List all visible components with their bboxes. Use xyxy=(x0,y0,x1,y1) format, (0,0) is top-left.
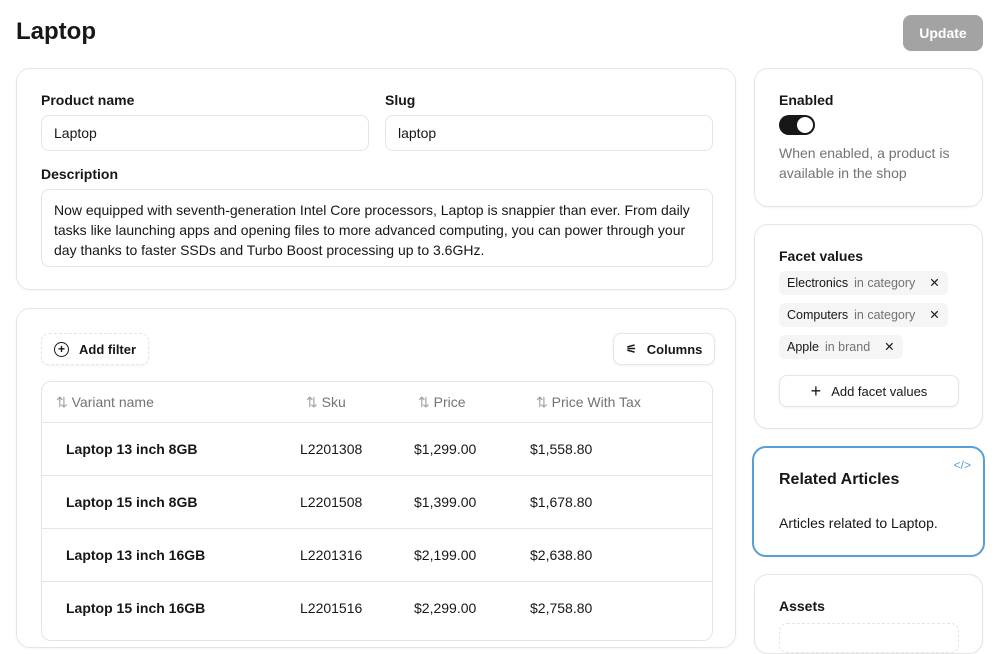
variant-sku: L2201316 xyxy=(300,547,363,563)
enabled-card: Enabled When enabled, a product is avail… xyxy=(754,68,983,207)
slug-label: Slug xyxy=(385,92,416,108)
remove-icon[interactable]: ✕ xyxy=(884,340,895,354)
variant-price-with-tax: $2,758.80 xyxy=(530,600,593,616)
facet-values-title: Facet values xyxy=(779,248,864,264)
update-button[interactable]: Update xyxy=(903,15,983,51)
variant-price-with-tax: $2,638.80 xyxy=(530,547,593,563)
column-header-sku[interactable]: ⇅ Sku xyxy=(306,382,346,422)
variant-sku: L2201508 xyxy=(300,494,363,510)
related-articles-title: Related Articles xyxy=(779,471,900,488)
header-label: Variant name xyxy=(71,394,154,410)
facet-chip: Apple in brand ✕ xyxy=(779,335,903,359)
description-textarea[interactable]: Now equipped with seventh-generation Int… xyxy=(41,189,713,267)
remove-icon[interactable]: ✕ xyxy=(929,276,940,290)
facet-values-card: Facet values Electronics in category ✕ Com… xyxy=(754,224,983,429)
table-row[interactable]: Laptop 15 inch 16GB L2201516 $2,299.00 $… xyxy=(42,581,712,634)
column-header-price[interactable]: ⇅ Price xyxy=(418,382,466,422)
variant-name[interactable]: Laptop 15 inch 8GB xyxy=(66,494,198,510)
header-label: Sku xyxy=(321,394,346,410)
product-name-label: Product name xyxy=(41,92,135,108)
variant-price-with-tax: $1,558.80 xyxy=(530,441,593,457)
page-title: Laptop xyxy=(16,18,96,45)
related-articles-card: </> Related Articles Articles related to… xyxy=(752,446,985,557)
header-label: Price xyxy=(433,394,466,410)
plus-circle-icon: + xyxy=(54,341,69,357)
add-facet-values-label: Add facet values xyxy=(831,383,928,399)
sort-icon: ⇅ xyxy=(536,394,552,410)
facet-group: in category xyxy=(854,308,916,322)
add-filter-button[interactable]: + Add filter xyxy=(41,333,150,365)
plus-icon: + xyxy=(810,380,822,401)
facet-name: Electronics xyxy=(787,276,849,290)
facet-chip: Electronics in category ✕ xyxy=(779,271,948,295)
column-header-variant-name[interactable]: ⇅ Variant name xyxy=(56,382,154,422)
variant-price: $1,399.00 xyxy=(414,494,477,510)
facet-name: Computers xyxy=(787,308,849,322)
table-row[interactable]: Laptop 13 inch 8GB L2201308 $1,299.00 $1… xyxy=(42,422,712,475)
variant-price: $1,299.00 xyxy=(414,441,477,457)
related-articles-text: Articles related to Laptop. xyxy=(779,515,938,531)
variants-card: + Add filter ⚟ Columns ⇅ Variant name ⇅ … xyxy=(16,308,736,648)
sort-icon: ⇅ xyxy=(306,394,322,410)
add-filter-label: Add filter xyxy=(79,341,137,357)
header-label: Price With Tax xyxy=(551,394,641,410)
enabled-label: Enabled xyxy=(779,92,834,108)
assets-title: Assets xyxy=(779,598,825,614)
add-facet-values-button[interactable]: + Add facet values xyxy=(779,375,959,407)
columns-button[interactable]: ⚟ Columns xyxy=(613,333,716,365)
slug-input[interactable]: laptop xyxy=(385,115,713,151)
variant-price-with-tax: $1,678.80 xyxy=(530,494,593,510)
facet-group: in category xyxy=(854,276,916,290)
description-label: Description xyxy=(41,166,119,182)
product-name-input[interactable]: Laptop xyxy=(41,115,369,151)
facet-group: in brand xyxy=(824,340,871,354)
sort-icon: ⇅ xyxy=(418,394,434,410)
columns-label: Columns xyxy=(646,341,703,357)
variant-name[interactable]: Laptop 15 inch 16GB xyxy=(66,600,206,616)
sliders-icon: ⚟ xyxy=(626,342,637,356)
table-row[interactable]: Laptop 15 inch 8GB L2201508 $1,399.00 $1… xyxy=(42,475,712,528)
variant-name[interactable]: Laptop 13 inch 8GB xyxy=(66,441,198,457)
facet-chip: Computers in category ✕ xyxy=(779,303,948,327)
product-details-card: Product name Laptop Slug laptop Descript… xyxy=(16,68,736,290)
variant-sku: L2201516 xyxy=(300,600,363,616)
variant-price: $2,199.00 xyxy=(414,547,477,563)
table-row[interactable]: Laptop 13 inch 16GB L2201316 $2,199.00 $… xyxy=(42,528,712,581)
assets-card: Assets xyxy=(754,574,983,654)
code-icon[interactable]: </> xyxy=(953,458,971,472)
column-header-price-with-tax[interactable]: ⇅ Price With Tax xyxy=(536,382,641,422)
enabled-help-text: When enabled, a product is available in … xyxy=(779,145,950,181)
variant-price: $2,299.00 xyxy=(414,600,477,616)
enabled-toggle[interactable] xyxy=(779,115,815,135)
variants-table: ⇅ Variant name ⇅ Sku ⇅ Price ⇅ Price Wit… xyxy=(41,381,713,641)
asset-dropzone[interactable] xyxy=(779,623,959,653)
variant-name[interactable]: Laptop 13 inch 16GB xyxy=(66,547,206,563)
remove-icon[interactable]: ✕ xyxy=(929,308,940,322)
sort-icon: ⇅ xyxy=(56,394,72,410)
variant-sku: L2201308 xyxy=(300,441,363,457)
facet-name: Apple xyxy=(787,340,819,354)
